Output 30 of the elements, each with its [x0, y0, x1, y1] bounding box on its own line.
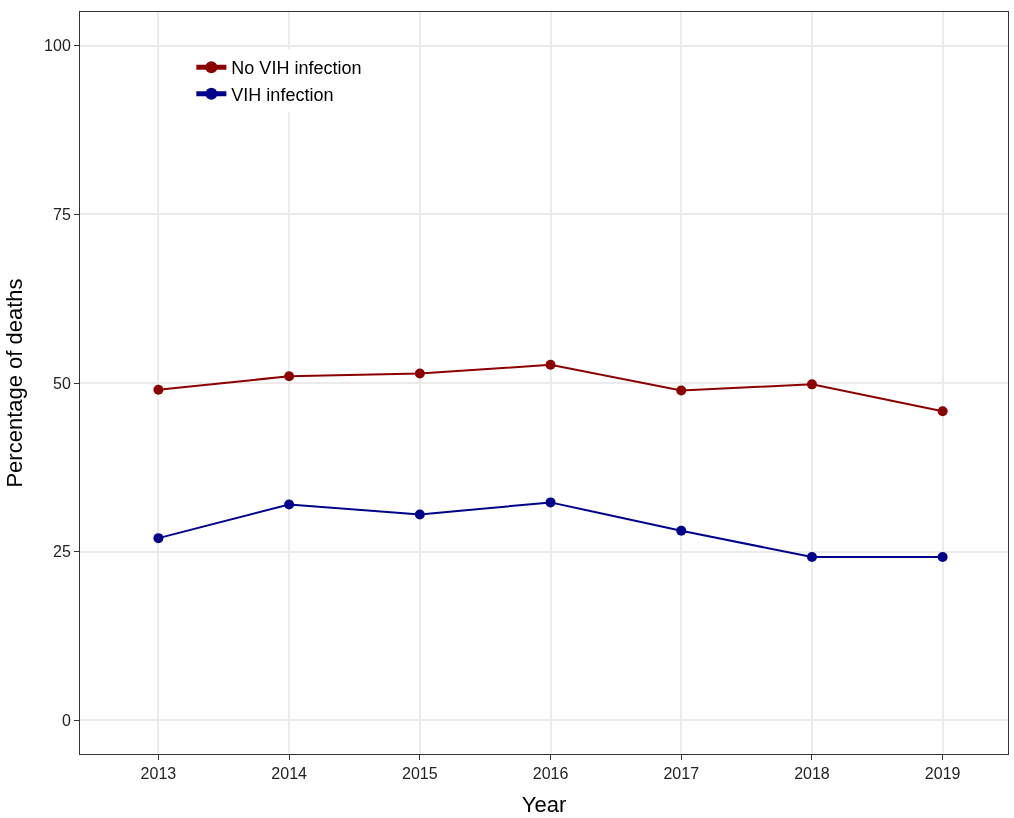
- x-axis-title: Year: [521, 792, 567, 818]
- point: [676, 525, 687, 536]
- legend-label: No VIH infection: [231, 58, 362, 79]
- x-tick-label: 2018: [794, 765, 830, 783]
- point: [806, 379, 817, 390]
- y-tick-label: 100: [44, 37, 71, 55]
- y-tick-label: 25: [53, 543, 71, 561]
- point: [153, 384, 164, 395]
- y-tick-label: 50: [53, 374, 71, 392]
- x-tick-label: 2014: [271, 765, 308, 783]
- point: [284, 499, 295, 510]
- x-tick-label: 2019: [924, 765, 961, 783]
- x-tick-label: 2013: [140, 765, 177, 783]
- point: [937, 552, 948, 563]
- point: [153, 533, 164, 544]
- x-tick-label: 2017: [663, 765, 700, 783]
- point: [414, 509, 425, 520]
- y-tick-label: 0: [61, 711, 71, 729]
- point: [284, 371, 295, 382]
- point: [545, 359, 556, 370]
- point: [676, 385, 687, 396]
- x-tick-label: 2016: [532, 765, 569, 783]
- point: [937, 406, 948, 417]
- legend-label: VIH infection: [231, 84, 334, 105]
- y-tick-label: 75: [53, 205, 71, 223]
- point: [806, 552, 817, 563]
- x-tick-label: 2015: [402, 765, 438, 783]
- y-axis-title: Percentage of deaths: [1, 278, 27, 488]
- point: [414, 368, 425, 379]
- point: [545, 497, 556, 508]
